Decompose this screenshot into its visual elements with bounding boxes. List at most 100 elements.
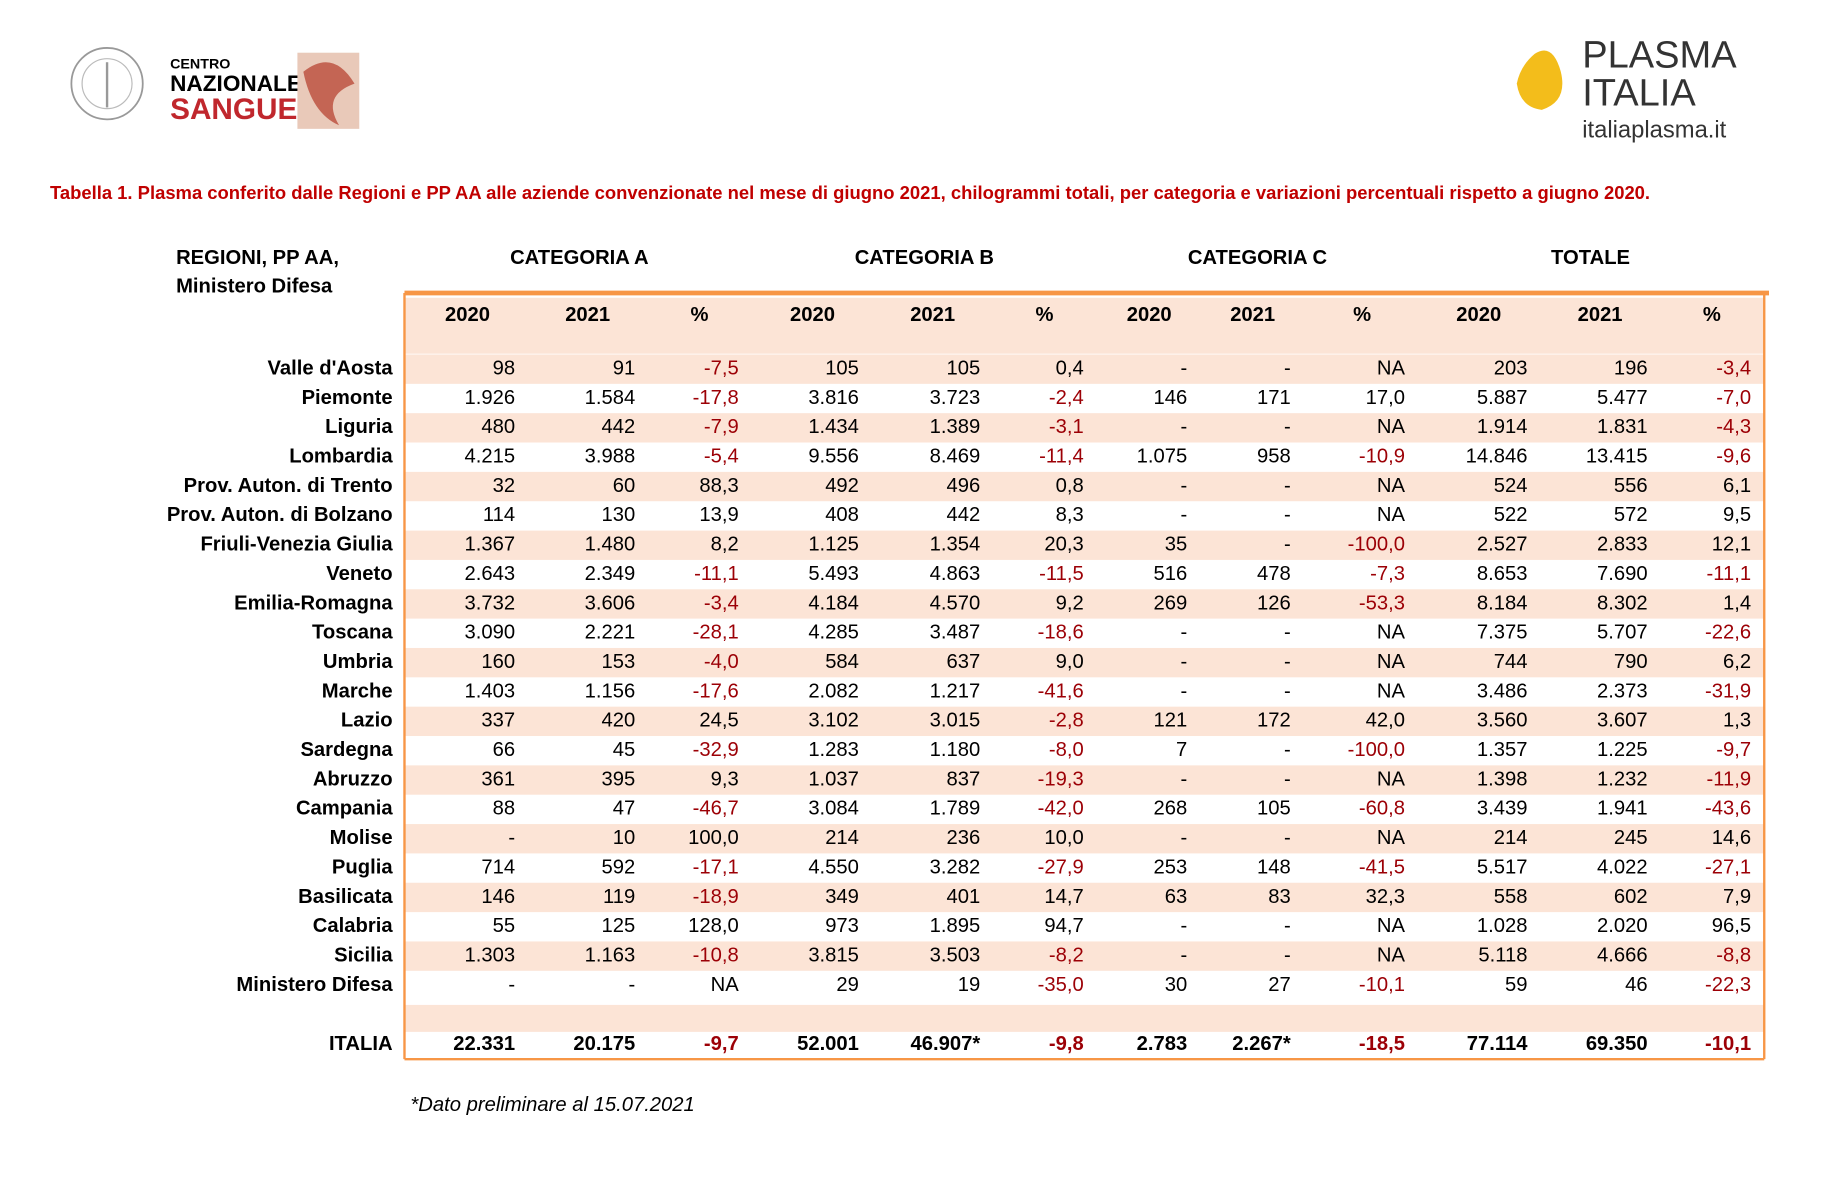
- cell: 32,3: [1366, 886, 1405, 908]
- cell: 7.690: [1597, 563, 1648, 585]
- cell: -17,8: [693, 387, 739, 409]
- cell: -27,1: [1705, 856, 1751, 878]
- row-label: Sicilia: [334, 944, 393, 966]
- row-band: [404, 589, 1765, 619]
- cell: 10,0: [1044, 827, 1083, 849]
- cell: 1.125: [808, 534, 859, 556]
- cell: 6,1: [1723, 475, 1751, 497]
- cell: 478: [1257, 563, 1291, 585]
- row-label: Valle d'Aosta: [268, 358, 394, 380]
- cell: 63: [1165, 886, 1188, 908]
- cell: 3.015: [930, 710, 981, 732]
- row-label: Calabria: [313, 915, 394, 937]
- region-header: REGIONI, PP AA,: [176, 247, 339, 269]
- cell: 7.375: [1477, 622, 1528, 644]
- cell: -: [1284, 475, 1291, 497]
- cell: 1.403: [465, 680, 516, 702]
- cell: 1.434: [808, 416, 859, 438]
- cell: 744: [1494, 651, 1528, 673]
- cell: 337: [481, 710, 515, 732]
- cell: 524: [1494, 475, 1528, 497]
- cell: NA: [1377, 915, 1406, 937]
- cell: 20.175: [573, 1033, 635, 1055]
- cell: 556: [1614, 475, 1648, 497]
- cell: -: [1284, 680, 1291, 702]
- cell: -: [1284, 739, 1291, 761]
- title: Tabella 1. Plasma conferito dalle Region…: [50, 182, 1650, 203]
- cell: 7,9: [1723, 886, 1751, 908]
- cell: 52.001: [797, 1033, 859, 1055]
- column-header: 2021: [910, 304, 955, 326]
- cell: 3.439: [1477, 798, 1528, 820]
- row-label: Piemonte: [302, 387, 393, 409]
- cell: 1.283: [808, 739, 859, 761]
- cell: 42,0: [1366, 710, 1405, 732]
- cell: 153: [602, 651, 636, 673]
- cell: 9,2: [1056, 592, 1084, 614]
- cell: 1.389: [930, 416, 981, 438]
- cell: 105: [1257, 798, 1291, 820]
- cell: 9,3: [711, 768, 739, 790]
- logo-line: ITALIA: [1582, 73, 1696, 115]
- cell: -10,1: [1359, 974, 1405, 996]
- cell: -: [1181, 944, 1188, 966]
- cell: 77.114: [1467, 1033, 1528, 1055]
- cell: -8,0: [1049, 739, 1084, 761]
- cell: 3.090: [465, 622, 516, 644]
- column-header: %: [1353, 304, 1371, 326]
- cell: 91: [613, 358, 636, 380]
- cell: 1.789: [930, 798, 981, 820]
- cell: -5,4: [704, 446, 739, 468]
- cell: 714: [481, 856, 515, 878]
- row-band: [404, 1004, 1765, 1032]
- cell: 480: [481, 416, 515, 438]
- cell: 19: [958, 974, 981, 996]
- cell: 29: [836, 974, 859, 996]
- cell: 88,3: [699, 475, 738, 497]
- cell: 1.232: [1597, 768, 1648, 790]
- cell: NA: [1377, 475, 1406, 497]
- seal-inner: [81, 58, 133, 110]
- cell: 2.833: [1597, 534, 1648, 556]
- cell: 160: [481, 651, 515, 673]
- column-header: 2020: [1127, 304, 1172, 326]
- row-label: ITALIA: [329, 1033, 393, 1055]
- cell: 361: [481, 768, 515, 790]
- column-header: 2021: [1230, 304, 1275, 326]
- cell: -: [1181, 768, 1188, 790]
- cell: 5.118: [1478, 944, 1527, 966]
- cell: -: [629, 974, 636, 996]
- cell: -9,7: [704, 1033, 739, 1055]
- cell: 60: [613, 475, 636, 497]
- cell: 3.732: [465, 592, 516, 614]
- cell: 0,8: [1056, 475, 1084, 497]
- cell: -100,0: [1348, 739, 1405, 761]
- logo-drop: [1516, 50, 1563, 110]
- cell: 88: [493, 798, 515, 820]
- cell: 408: [825, 504, 859, 526]
- cell: 1.914: [1477, 416, 1528, 438]
- cell: -9,6: [1716, 446, 1751, 468]
- column-header: %: [1036, 304, 1054, 326]
- cell: 98: [493, 358, 515, 380]
- cell: -10,9: [1359, 446, 1405, 468]
- cell: -17,1: [693, 856, 739, 878]
- cell: -3,1: [1049, 416, 1084, 438]
- row-band: [404, 706, 1765, 737]
- cell: 2.221: [585, 622, 636, 644]
- cell: NA: [1377, 827, 1406, 849]
- row-label: Puglia: [332, 856, 393, 878]
- cell: 4.570: [930, 592, 981, 614]
- cell: -: [1181, 416, 1188, 438]
- cell: -100,0: [1348, 534, 1405, 556]
- logo-line: CENTRO: [170, 56, 230, 72]
- cell: 3.486: [1477, 680, 1528, 702]
- row-label: Liguria: [325, 416, 393, 438]
- cell: -10,8: [693, 944, 739, 966]
- group-header: CATEGORIA A: [510, 247, 649, 269]
- header-band: [404, 297, 1765, 354]
- cell: 3.282: [930, 856, 981, 878]
- column-header: 2020: [445, 304, 490, 326]
- cell: -60,8: [1359, 798, 1405, 820]
- cell: 245: [1614, 827, 1648, 849]
